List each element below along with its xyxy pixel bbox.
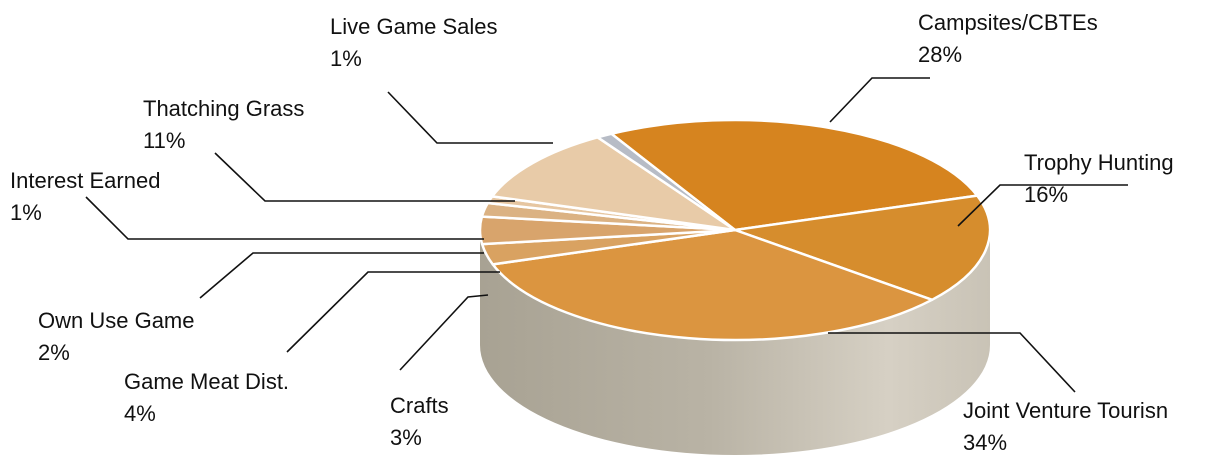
pie-side-wall xyxy=(480,230,990,455)
data-label-game-meat-dist: Game Meat Dist. 4% xyxy=(124,369,289,426)
label-category-campsites-cbtes: Campsites/CBTEs xyxy=(918,10,1098,35)
data-label-interest-earned: Interest Earned 1% xyxy=(10,168,160,225)
pie-slice-joint-venture-tourisn xyxy=(491,228,934,342)
pie-slice-campsites-cbtes xyxy=(610,118,979,232)
leader-line-campsites-cbtes xyxy=(829,77,930,123)
label-percent-crafts: 3% xyxy=(390,425,422,450)
label-category-own-use-game: Own Use Game xyxy=(38,308,195,333)
label-category-joint-venture-tourisn: Joint Venture Tourisn xyxy=(963,398,1168,423)
pie-labels: Campsites/CBTEs 28% Trophy Hunting 16% Joint… xyxy=(10,10,1174,455)
leader-line-own-use-game xyxy=(199,252,484,299)
label-percent-game-meat-dist: 4% xyxy=(124,401,156,426)
data-label-own-use-game: Own Use Game 2% xyxy=(38,308,195,365)
label-percent-own-use-game: 2% xyxy=(38,340,70,365)
leader-line-trophy-hunting xyxy=(957,184,1128,227)
data-label-thatching-grass: Thatching Grass 11% xyxy=(143,96,304,153)
data-label-live-game-sales: Live Game Sales 1% xyxy=(330,14,498,71)
pie-slice-thatching-grass xyxy=(490,136,737,232)
label-percent-live-game-sales: 1% xyxy=(330,46,362,71)
label-category-live-game-sales: Live Game Sales xyxy=(330,14,498,39)
leader-line-live-game-sales xyxy=(387,91,553,144)
label-percent-interest-earned: 1% xyxy=(10,200,42,225)
label-category-trophy-hunting: Trophy Hunting xyxy=(1024,150,1174,175)
data-label-campsites-cbtes: Campsites/CBTEs 28% xyxy=(918,10,1098,67)
leader-line-game-meat-dist xyxy=(286,271,500,353)
label-category-crafts: Crafts xyxy=(390,393,449,418)
leader-line-crafts xyxy=(399,294,489,371)
label-category-thatching-grass: Thatching Grass xyxy=(143,96,304,121)
label-percent-campsites-cbtes: 28% xyxy=(918,42,962,67)
label-percent-thatching-grass: 11% xyxy=(143,128,185,153)
label-category-interest-earned: Interest Earned xyxy=(10,168,160,193)
label-percent-joint-venture-tourisn: 34% xyxy=(963,430,1007,455)
leader-line-joint-venture-tourisn xyxy=(828,332,1076,393)
data-label-trophy-hunting: Trophy Hunting 16% xyxy=(1024,150,1174,207)
data-label-joint-venture-tourisn: Joint Venture Tourisn 34% xyxy=(963,398,1168,455)
pie-slices xyxy=(478,118,992,342)
data-label-crafts: Crafts 3% xyxy=(390,393,449,450)
pie-slice-live-game-sales xyxy=(596,132,737,232)
leader-line-thatching-grass xyxy=(214,152,515,202)
label-category-game-meat-dist: Game Meat Dist. xyxy=(124,369,289,394)
leader-line-interest-earned xyxy=(85,196,484,240)
pie-slice-trophy-hunting xyxy=(733,194,992,302)
label-percent-trophy-hunting: 16% xyxy=(1024,182,1068,207)
